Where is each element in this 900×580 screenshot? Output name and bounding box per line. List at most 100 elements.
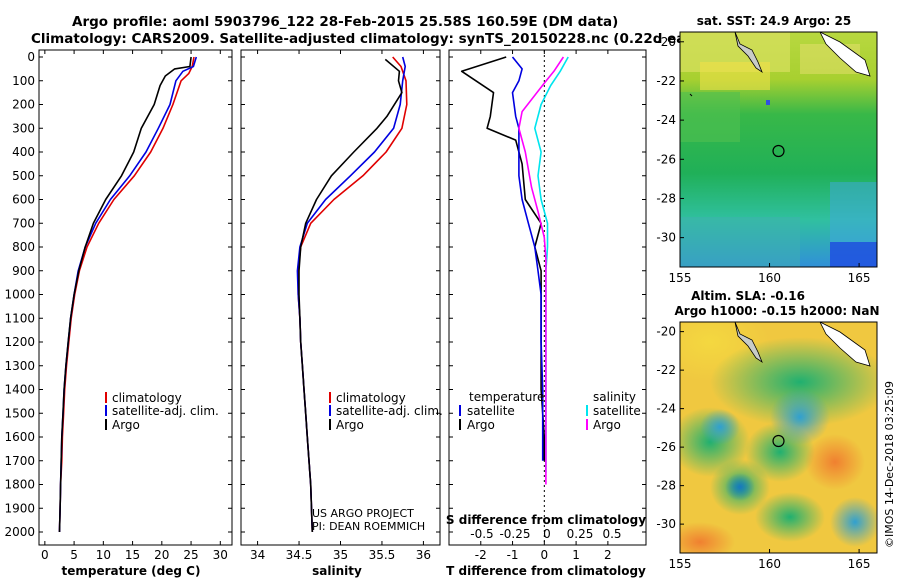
x-tick-label: -1 — [507, 548, 519, 562]
legend-t-satellite-label: satellite — [467, 404, 515, 418]
map-y-tick-label: -22 — [656, 74, 676, 88]
series-line-argo — [298, 58, 403, 533]
map-y-tick-label: -20 — [656, 325, 676, 339]
sla-argo-position-marker — [772, 434, 785, 448]
x-tick-label: 30 — [213, 548, 228, 562]
sst-map-panel: sat. SST: 24.9 Argo: 25 155 160 165 -20 -22 -… — [656, 14, 878, 285]
temperature-axis-label: temperature (deg C) — [62, 564, 201, 578]
x-tick-label: 5 — [70, 548, 78, 562]
legend-t-argo-label: Argo — [467, 418, 495, 432]
sst-map-title: sat. SST: 24.9 Argo: 25 — [697, 14, 851, 28]
depth-tick-label: 500 — [12, 169, 35, 183]
legend-s-argo-label: Argo — [593, 418, 621, 432]
depth-tick-label: 1500 — [4, 406, 35, 420]
x-tick-label: 2 — [604, 548, 612, 562]
depth-tick-label: 1700 — [4, 454, 35, 468]
depth-tick-label: 800 — [12, 240, 35, 254]
legend-s-satellite-label: satellite — [593, 404, 641, 418]
sla-map-panel: Altim. SLA: -0.16 Argo h1000: -0.15 h200… — [656, 289, 879, 571]
sla-map-image — [680, 322, 877, 553]
x-tick-label: 34.5 — [286, 548, 313, 562]
difference-plot-frame — [448, 49, 647, 546]
sst-map-frame — [679, 31, 878, 268]
s-tick-label: 0.5 — [602, 527, 621, 541]
legend-climatology-label: climatology — [336, 391, 406, 405]
temperature-legend: climatology satellite-adj. clim. Argo — [105, 391, 219, 432]
map-y-tick-label: -24 — [656, 113, 676, 127]
map-y-tick-label: -24 — [656, 402, 676, 416]
depth-tick-label: 300 — [12, 121, 35, 135]
salinity-plot-frame — [240, 49, 441, 546]
project-credit-line1: US ARGO PROJECT — [312, 507, 414, 520]
depth-tick-label: 1100 — [4, 311, 35, 325]
sla-map-frame — [679, 321, 878, 554]
s-difference-ticks: -0.5 -0.25 0 0.25 0.5 — [470, 527, 621, 541]
map-y-tick-label: -28 — [656, 191, 676, 205]
x-tick-label: -2 — [475, 548, 487, 562]
sst-argo-position-marker — [772, 144, 785, 158]
x-tick-label: 34 — [250, 548, 265, 562]
depth-tick-label: 700 — [12, 216, 35, 230]
x-tick-label: 25 — [183, 548, 198, 562]
x-tick-label: 35 — [333, 548, 348, 562]
x-tick-label: 0 — [41, 548, 49, 562]
map-x-tick-label: 165 — [848, 271, 871, 285]
depth-tick-label: 400 — [12, 145, 35, 159]
sla-map-title-line2: Argo h1000: -0.15 h2000: NaN — [674, 304, 879, 318]
x-tick-label: 1 — [572, 548, 580, 562]
salinity-legend: climatology satellite-adj. clim. Argo — [329, 391, 443, 432]
map-x-tick-label: 155 — [669, 557, 692, 571]
series-line-temperature-satellite — [511, 56, 544, 461]
depth-tick-label: 600 — [12, 193, 35, 207]
s-tick-label: 0 — [543, 527, 551, 541]
x-tick-label: 10 — [96, 548, 111, 562]
s-difference-axis-label: S difference from climatology — [446, 513, 646, 527]
map-y-tick-label: -26 — [656, 152, 676, 166]
map-y-tick-label: -26 — [656, 440, 676, 454]
map-x-tick-label: 165 — [848, 557, 871, 571]
map-y-tick-label: -30 — [656, 231, 676, 245]
depth-tick-label: 100 — [12, 74, 35, 88]
figure-title-line2: Climatology: CARS2009. Satellite-adjuste… — [31, 31, 723, 47]
series-line-salinity-argo — [518, 56, 565, 485]
depth-tick-label: 0 — [27, 50, 35, 64]
depth-tick-label: 1800 — [4, 478, 35, 492]
s-tick-label: -0.5 — [470, 527, 493, 541]
x-tick-label: 35.5 — [369, 548, 396, 562]
salinity-axis-label: salinity — [312, 564, 362, 578]
depth-tick-label: 1200 — [4, 335, 35, 349]
depth-tick-label: 1400 — [4, 383, 35, 397]
sst-map-image — [680, 32, 877, 267]
timestamp-credit: ©IMOS 14-Dec-2018 03:25:09 — [883, 381, 896, 548]
map-y-tick-label: -22 — [656, 363, 676, 377]
legend-satellite-label: satellite-adj. clim. — [336, 404, 443, 418]
depth-tick-label: 1900 — [4, 501, 35, 515]
depth-tick-label: 1300 — [4, 359, 35, 373]
legend-salinity-title: salinity — [593, 390, 636, 404]
t-difference-axis-label: T difference from climatology — [446, 564, 646, 578]
depth-tick-label: 1600 — [4, 430, 35, 444]
map-y-tick-label: -28 — [656, 479, 676, 493]
map-x-tick-label: 155 — [669, 271, 692, 285]
map-y-tick-label: -20 — [656, 35, 676, 49]
difference-legend: temperature satellite Argo salinity sate… — [459, 390, 641, 432]
legend-argo-label: Argo — [112, 418, 140, 432]
temperature-plot-frame — [38, 49, 233, 546]
depth-tick-label: 900 — [12, 264, 35, 278]
x-tick-label: 36 — [416, 548, 431, 562]
depth-tick-label: 2000 — [4, 525, 35, 539]
x-tick-label: 15 — [125, 548, 140, 562]
figure-title-line1: Argo profile: aoml 5903796_122 28-Feb-20… — [72, 14, 618, 30]
legend-satellite-label: satellite-adj. clim. — [112, 404, 219, 418]
s-tick-label: 0.25 — [567, 527, 594, 541]
project-credit-line2: PI: DEAN ROEMMICH — [312, 520, 425, 533]
salinity-panel: 34 34.5 35 35.5 36 salinity climatology sate… — [240, 49, 443, 578]
series-line-argo — [58, 56, 192, 533]
depth-tick-label: 1000 — [4, 288, 35, 302]
difference-panel: -2 -1 0 1 2 T difference from climatology S … — [446, 49, 647, 578]
temperature-panel: 0100200300400500600700800900100011001200… — [4, 49, 233, 578]
map-x-tick-label: 160 — [758, 557, 781, 571]
map-y-tick-label: -30 — [656, 517, 676, 531]
